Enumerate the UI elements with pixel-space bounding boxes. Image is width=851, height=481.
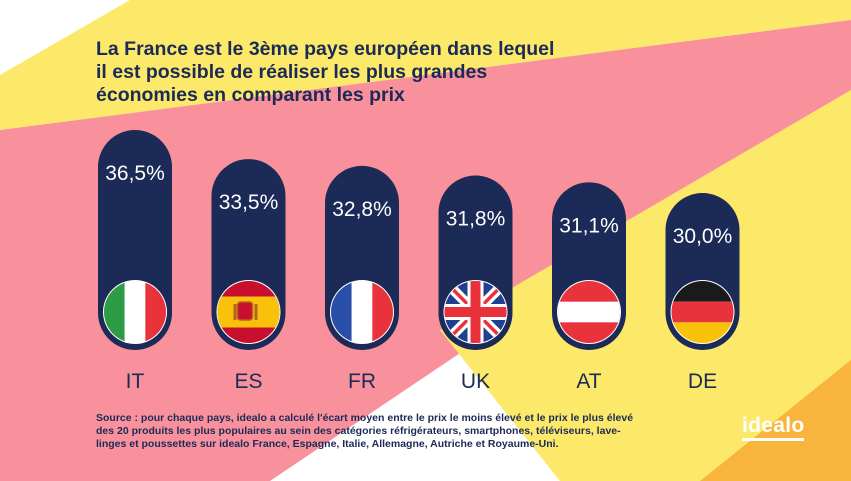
bar-group: 36,5% IT — [98, 130, 172, 393]
france-flag-icon — [331, 281, 393, 343]
yellow-lower — [440, 90, 851, 481]
category-label: AT — [576, 370, 601, 393]
category-label: FR — [348, 370, 376, 393]
spain-flag-icon — [217, 281, 280, 343]
bar-group: 33,5% ES — [211, 159, 286, 393]
value-label: 30,0% — [673, 225, 733, 248]
yellow-band — [0, 0, 851, 130]
value-label: 31,1% — [559, 214, 619, 237]
idealo-logo: idealo — [742, 415, 805, 441]
source-note: Source : pour chaque pays, idealo a calc… — [96, 412, 634, 450]
value-label: 31,8% — [446, 208, 506, 231]
italy-flag-icon — [104, 281, 166, 343]
uk-flag-icon — [444, 281, 507, 343]
bar-group: 31,8% UK — [438, 175, 513, 393]
germany-flag-icon — [671, 281, 734, 343]
category-label: UK — [461, 370, 490, 393]
value-label: 33,5% — [219, 191, 279, 214]
category-label: ES — [234, 370, 262, 393]
chart-title: La France est le 3ème pays européen dans… — [96, 38, 555, 106]
orange-corner — [700, 360, 851, 481]
category-label: DE — [688, 370, 717, 393]
category-label: IT — [126, 370, 145, 393]
bar-group: 30,0% DE — [665, 193, 740, 393]
value-label: 32,8% — [332, 198, 392, 221]
value-label: 36,5% — [105, 162, 165, 185]
bar-group: 32,8% FR — [325, 165, 399, 393]
austria-flag-icon — [558, 281, 620, 343]
pink-band — [0, 20, 851, 481]
bar-group: 31,1% AT — [552, 182, 626, 393]
